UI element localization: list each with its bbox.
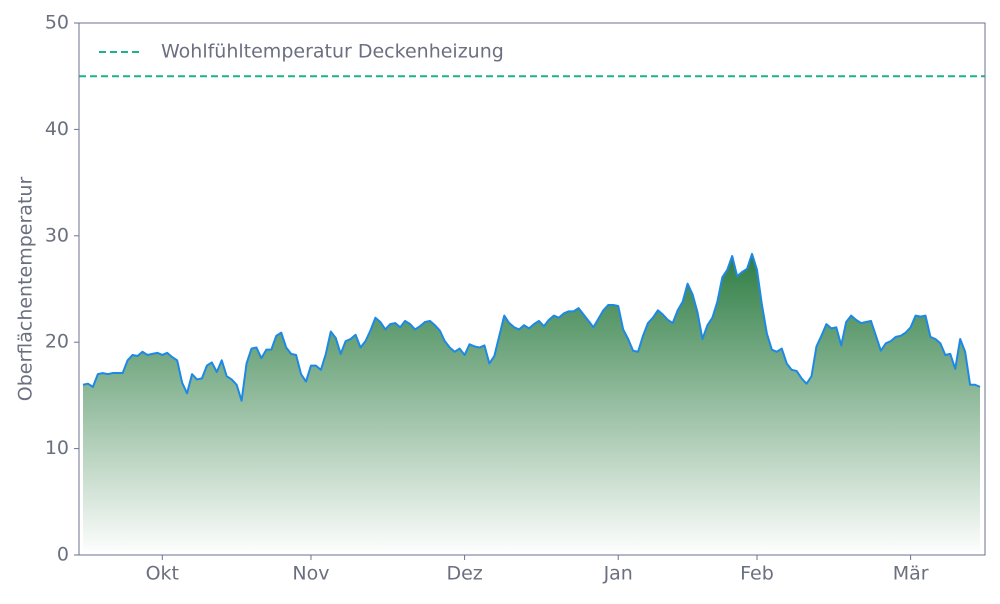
x-tick-label: Nov — [292, 563, 329, 585]
y-tick-label: 0 — [57, 544, 69, 566]
x-tick-label: Mär — [893, 563, 929, 585]
plot-frame — [78, 22, 986, 556]
y-axis-label: Oberflächentemperatur — [15, 177, 37, 402]
line — [82, 252, 981, 402]
x-tick-label: Okt — [146, 563, 179, 585]
y-tick-label: 40 — [45, 118, 69, 140]
legend-label: Wohlfühltemperatur Deckenheizung — [161, 41, 504, 63]
area-fill — [83, 253, 980, 555]
y-tick-label: 20 — [45, 331, 69, 353]
x-tick-label: Feb — [740, 563, 774, 585]
y-tick-label: 30 — [45, 224, 69, 246]
y-tick-label: 10 — [45, 437, 69, 459]
y-tick-label: 50 — [45, 12, 69, 34]
x-tick-label: Dez — [446, 563, 482, 585]
x-tick-label: Jan — [603, 563, 633, 585]
